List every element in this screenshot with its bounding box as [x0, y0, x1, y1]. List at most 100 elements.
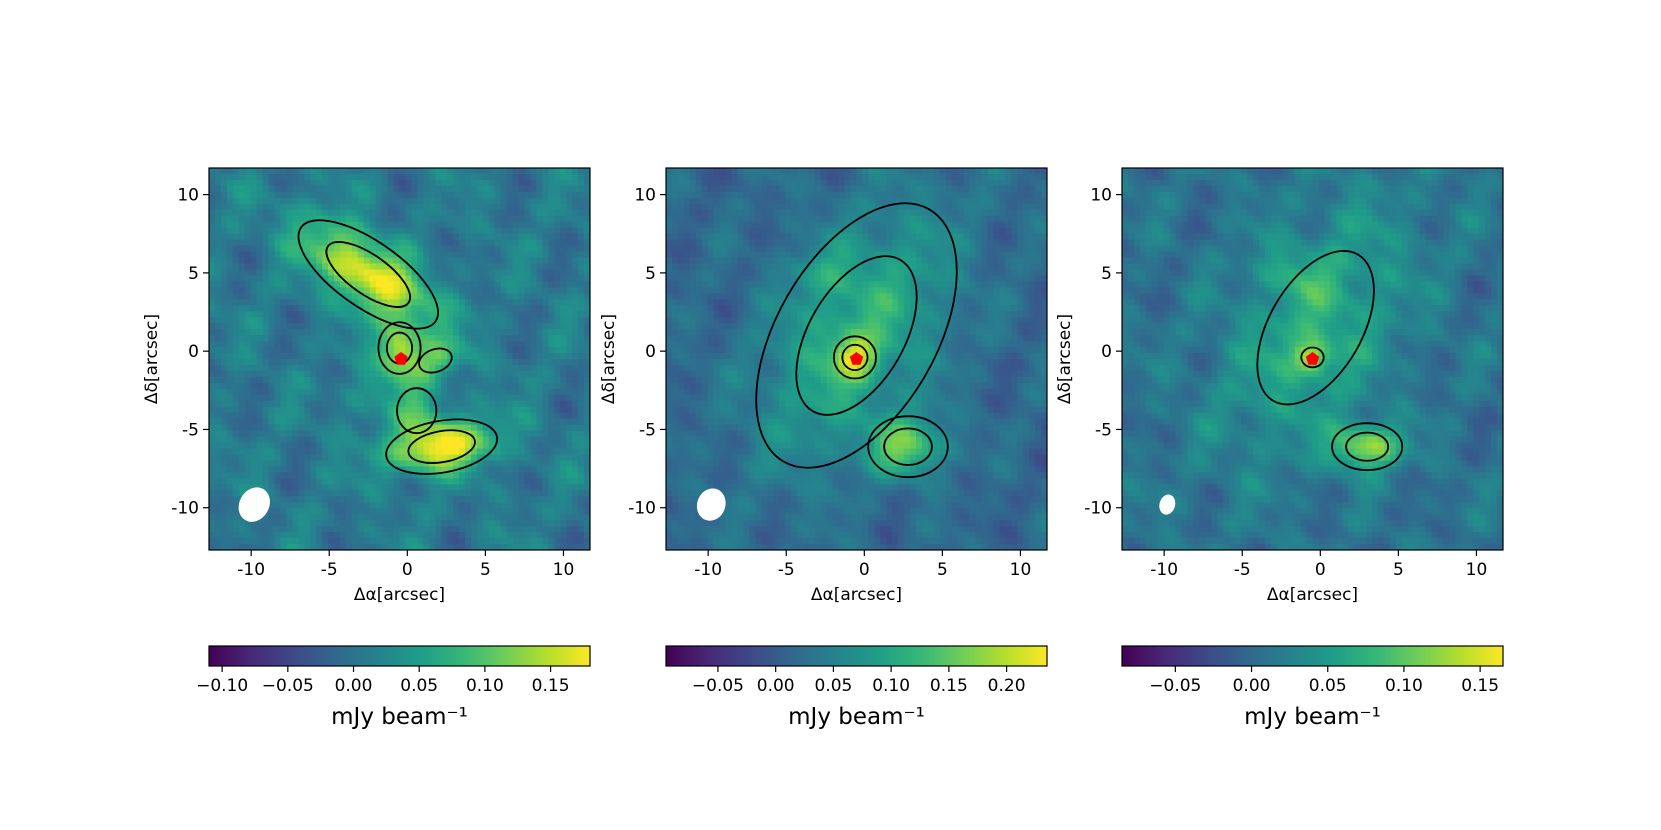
heatmap-cell: [232, 263, 240, 271]
heatmap-cell: [375, 251, 383, 259]
star-marker: [394, 352, 408, 365]
heatmap-cell: [256, 466, 264, 474]
heatmap-cell: [578, 424, 585, 432]
heatmap-cell: [464, 203, 472, 211]
heatmap-cell: [351, 424, 359, 432]
heatmap-cell: [459, 394, 466, 402]
heatmap-cell: [244, 448, 252, 456]
heatmap-cell: [826, 197, 834, 205]
heatmap-cell: [393, 514, 401, 521]
heatmap-cell: [429, 168, 436, 175]
heatmap-cell: [572, 484, 579, 491]
heatmap-cell: [268, 376, 276, 384]
heatmap-cell: [868, 233, 875, 241]
heatmap-cell: [256, 281, 264, 288]
heatmap-cell: [916, 227, 923, 235]
heatmap-cell: [304, 221, 311, 229]
heatmap-cell: [957, 191, 965, 199]
heatmap-cell: [850, 209, 858, 217]
heatmap-cell: [725, 239, 733, 247]
heatmap-cell: [494, 227, 502, 235]
heatmap-cell: [482, 185, 490, 193]
heatmap-cell: [459, 466, 466, 474]
heatmap-cell: [268, 496, 276, 503]
heatmap-cell: [268, 191, 276, 199]
heatmap-cell: [441, 532, 448, 539]
heatmap-cell: [524, 281, 532, 288]
heatmap-cell: [999, 239, 1006, 247]
heatmap-cell: [256, 347, 264, 354]
heatmap-cell: [963, 173, 971, 181]
heatmap-cell: [274, 215, 282, 223]
heatmap-cell: [339, 400, 347, 408]
heatmap-cell: [566, 305, 573, 312]
heatmap-cell: [802, 168, 810, 175]
heatmap-cell: [512, 484, 520, 491]
heatmap-cell: [226, 209, 234, 217]
heatmap-cell: [689, 185, 697, 193]
heatmap-cell: [369, 436, 377, 444]
heatmap-cell: [542, 532, 549, 539]
heatmap-cell: [226, 227, 234, 235]
heatmap-cell: [322, 484, 329, 491]
heatmap-cell: [578, 412, 585, 420]
heatmap-cell: [482, 227, 490, 235]
heatmap-cell: [838, 191, 846, 199]
heatmap-cell: [554, 317, 561, 324]
heatmap-cell: [322, 347, 329, 354]
heatmap-cell: [476, 412, 484, 420]
heatmap-cell: [369, 257, 377, 265]
heatmap-cell: [447, 299, 454, 306]
heatmap-cell: [524, 215, 532, 223]
heatmap-cell: [578, 454, 585, 462]
heatmap-cell: [453, 544, 460, 550]
heatmap-cell: [868, 209, 875, 217]
heatmap-cell: [429, 526, 436, 533]
heatmap-cell: [369, 317, 377, 324]
heatmap-cell: [423, 496, 430, 503]
heatmap-cell: [298, 173, 305, 181]
heatmap-cell: [578, 520, 585, 527]
heatmap-cell: [357, 168, 365, 175]
heatmap-cell: [351, 239, 359, 247]
heatmap-cell: [874, 203, 881, 211]
heatmap-cell: [518, 382, 526, 390]
heatmap-cell: [470, 227, 478, 235]
heatmap-cell: [518, 436, 526, 444]
heatmap-cell: [274, 406, 282, 414]
heatmap-cell: [369, 227, 377, 235]
heatmap-cell: [584, 203, 590, 211]
heatmap-cell: [274, 442, 282, 450]
heatmap-cell: [238, 191, 246, 199]
heatmap-cell: [572, 305, 579, 312]
heatmap-cell: [459, 257, 466, 265]
heatmap-cell: [387, 227, 395, 235]
heatmap-cell: [375, 376, 383, 384]
heatmap-cell: [423, 359, 430, 366]
heatmap-cell: [345, 478, 353, 485]
heatmap-cell: [939, 179, 947, 187]
heatmap-cell: [381, 370, 389, 378]
heatmap-cell: [459, 317, 466, 324]
heatmap-cell: [512, 239, 520, 247]
heatmap-cell: [357, 454, 365, 462]
heatmap-cell: [286, 233, 293, 241]
heatmap-cell: [411, 329, 418, 336]
heatmap-cell: [435, 394, 442, 402]
heatmap-cell: [850, 191, 858, 199]
heatmap-cell: [524, 263, 532, 271]
heatmap-cell: [476, 400, 484, 408]
heatmap-cell: [304, 215, 311, 223]
heatmap-cell: [677, 227, 685, 235]
heatmap-cell: [719, 203, 727, 211]
heatmap-cell: [512, 382, 520, 390]
heatmap-cell: [482, 215, 490, 223]
heatmap-cell: [387, 191, 395, 199]
heatmap-cell: [417, 191, 424, 199]
heatmap-cell: [345, 215, 353, 223]
heatmap-cell: [476, 364, 484, 372]
heatmap-cell: [969, 191, 977, 199]
heatmap-cell: [488, 173, 496, 181]
heatmap-cell: [244, 341, 252, 348]
heatmap-cell: [381, 335, 389, 342]
